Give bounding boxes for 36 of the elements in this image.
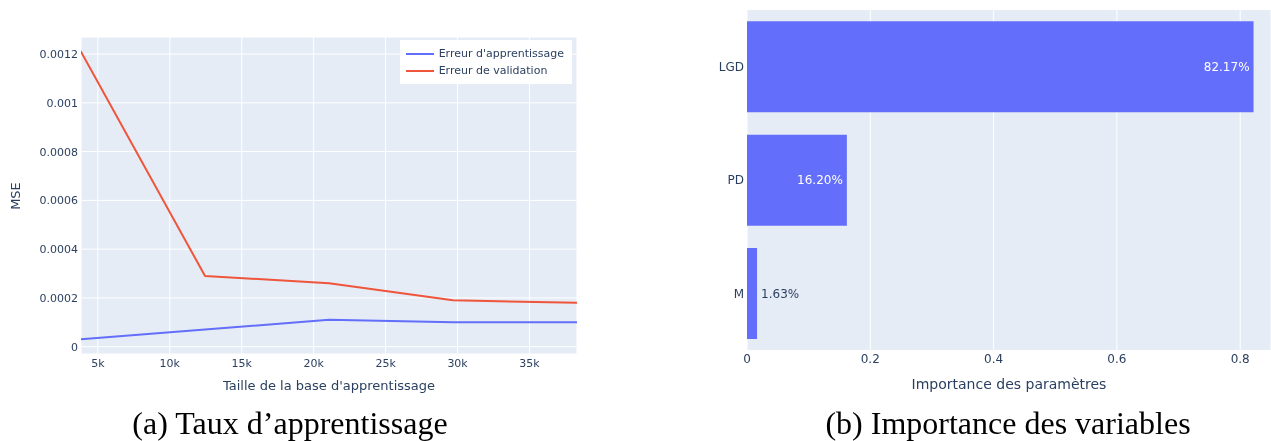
y-tick-label: M [733,286,744,301]
x-tick-label: 5k [91,356,106,370]
x-tick-label: 10k [159,356,181,370]
data-label: 16.20% [797,173,843,188]
x-tick-label: 30k [447,356,469,370]
legend-label: Erreur d'apprentissage [438,47,564,60]
y-tick-label: LGD [718,59,744,74]
y-tick-label: 0.0006 [39,194,78,208]
line-series [81,50,577,304]
y-tick-label: 0.0002 [39,291,78,305]
x-tick-label: 25k [375,356,397,370]
y-tick-label: 0 [71,340,78,354]
x-axis-title: Taille de la base d'apprentissage [222,378,436,394]
y-tick-label: PD [727,173,744,188]
data-label: 82.17% [1203,60,1250,75]
y-tick-label: 0.0008 [39,145,78,159]
x-tick-label: 0.6 [1107,351,1127,366]
y-tick-label: 0.0004 [39,243,78,257]
line-series [81,318,577,341]
y-tick-label: 0.0012 [39,47,78,61]
text: (a) Taux d’apprentissage [131,405,449,441]
legend-label: Erreur de validation [438,64,548,77]
x-tick-label: 15k [231,356,253,370]
x-tick-label: 0.4 [984,351,1004,366]
y-tick-label: 0.001 [46,96,78,110]
text: (b) Importance des variables [824,405,1192,441]
y-axis-title: MSE [8,181,24,210]
x-tick-label: 20k [303,356,325,370]
x-axis-title: Importance des paramètres [910,376,1108,392]
x-tick-label: 0.8 [1230,351,1250,366]
x-tick-label: 35k [519,356,541,370]
bar [747,248,758,339]
bar [747,21,1254,113]
x-tick-label: 0.2 [860,351,880,366]
bar [747,134,847,226]
data-label: 1.63% [761,286,800,301]
